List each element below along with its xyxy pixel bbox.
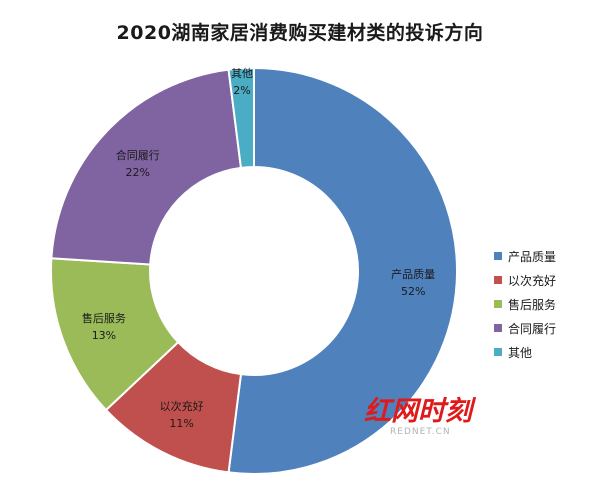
legend-swatch [494,276,502,284]
legend-label: 产品质量 [508,249,557,264]
slice-1 [227,66,458,475]
slice-5 [227,66,255,169]
slice-category-label: 其他 [231,67,253,80]
slice-value-label: 22% [126,166,150,179]
legend-item: 产品质量 [494,244,556,268]
legend-label: 合同履行 [508,321,557,336]
legend-swatch [494,252,502,260]
legend-label: 售后服务 [508,297,557,312]
slice-value-label: 2% [233,84,250,97]
slice-category-label: 以次充好 [160,399,204,413]
slice-value-label: 52% [401,285,425,298]
legend-item: 售后服务 [494,292,556,316]
rednet-watermark-logo: 红网时刻 REDNET.CN [364,396,477,436]
legend-swatch [494,348,502,356]
slice-category-label: 产品质量 [391,267,435,281]
legend-item: 以次充好 [494,268,556,292]
legend-swatch [494,324,502,332]
watermark-logo-text: 红网时刻 [364,396,477,427]
legend-label: 以次充好 [508,273,557,288]
slice-4 [50,68,243,266]
legend-item: 其他 [494,340,556,364]
chart-title: 2020湖南家居消费购买建材类的投诉方向 [116,22,484,44]
slice-value-label: 11% [169,417,193,430]
slice-category-label: 合同履行 [116,148,160,162]
watermark-sub-text: REDNET.CN [390,427,451,436]
legend-label: 其他 [508,345,533,360]
legend-swatch [494,300,502,308]
slice-category-label: 售后服务 [82,311,126,325]
chart-legend: 产品质量以次充好售后服务合同履行其他 [494,244,556,364]
legend-item: 合同履行 [494,316,556,340]
slice-value-label: 13% [92,329,116,342]
